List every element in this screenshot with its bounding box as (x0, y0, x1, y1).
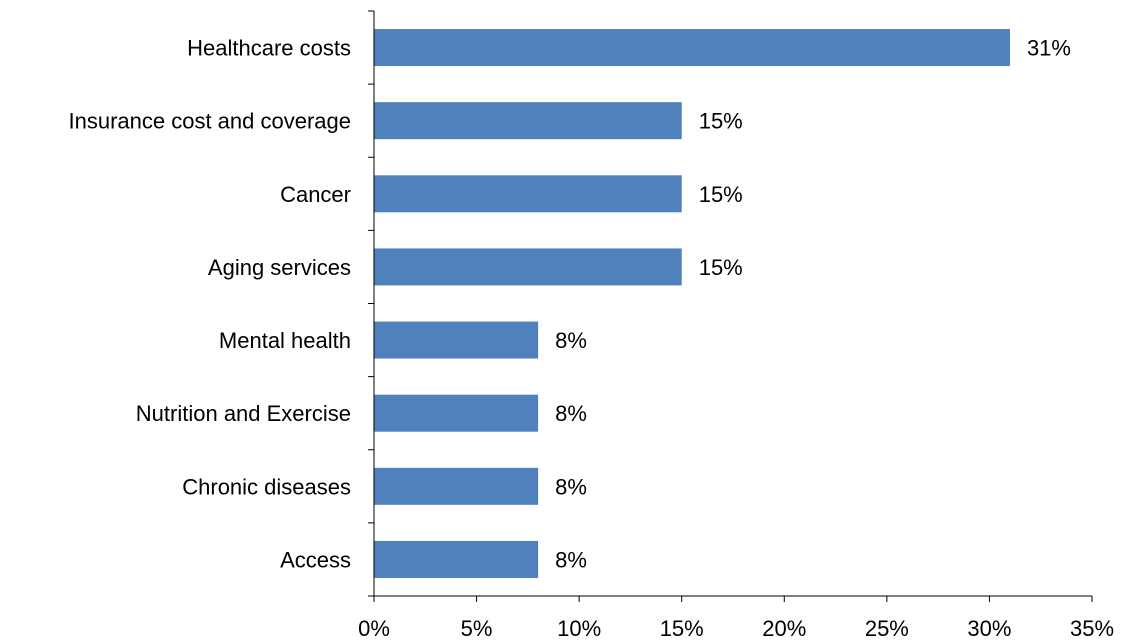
x-tick-label-7: 35% (1070, 616, 1114, 641)
x-tick-label-0: 0% (358, 616, 390, 641)
x-tick-label-6: 30% (967, 616, 1011, 641)
x-tick-label-1: 5% (461, 616, 493, 641)
bar-0 (374, 29, 1010, 67)
x-tick-label-2: 10% (557, 616, 601, 641)
category-labels-group: Healthcare costs Insurance cost and cover… (68, 36, 351, 573)
category-label-2: Cancer (280, 182, 351, 207)
category-label-4: Mental health (219, 328, 351, 353)
x-tick-label-3: 15% (660, 616, 704, 641)
data-label-7: 8% (555, 547, 587, 572)
category-label-6: Chronic diseases (182, 474, 351, 499)
data-label-1: 15% (699, 109, 743, 134)
category-label-0: Healthcare costs (187, 36, 351, 61)
x-axis: 0% 5% 10% 15% 20% 25% 30% 35% (358, 595, 1114, 641)
y-axis (368, 10, 375, 597)
category-label-3: Aging services (208, 255, 351, 280)
data-label-6: 8% (555, 474, 587, 499)
bars-group (374, 29, 1010, 578)
bar-6 (374, 467, 539, 505)
data-label-4: 8% (555, 328, 587, 353)
bar-2 (374, 175, 682, 213)
data-label-5: 8% (555, 401, 587, 426)
data-label-0: 31% (1027, 36, 1071, 61)
data-labels-group: 31% 15% 15% 15% 8% 8% 8% 8% (555, 36, 1071, 573)
bar-5 (374, 394, 539, 432)
bar-7 (374, 540, 539, 578)
data-label-3: 15% (699, 255, 743, 280)
bar-3 (374, 248, 682, 286)
x-tick-label-4: 20% (762, 616, 806, 641)
bar-4 (374, 321, 539, 359)
category-label-5: Nutrition and Exercise (136, 401, 351, 426)
category-label-7: Access (280, 547, 351, 572)
category-label-1: Insurance cost and coverage (68, 109, 351, 134)
data-label-2: 15% (699, 182, 743, 207)
bar-1 (374, 102, 682, 140)
x-tick-label-5: 25% (865, 616, 909, 641)
